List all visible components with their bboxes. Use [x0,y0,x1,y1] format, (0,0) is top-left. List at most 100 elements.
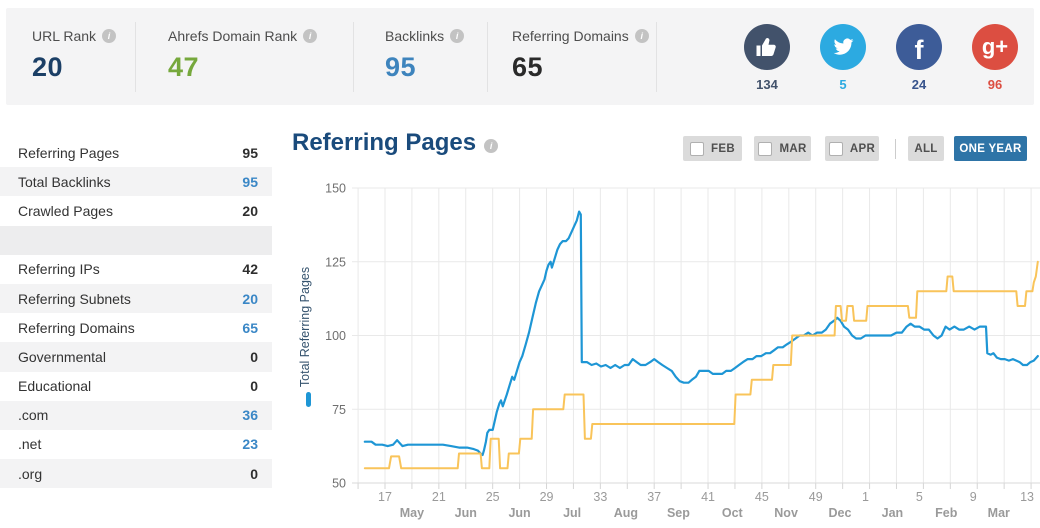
list-item-value[interactable]: 95 [242,173,258,190]
y-axis-title: Total Referring Pages [298,267,312,387]
info-icon[interactable]: i [484,139,499,154]
social-item-facebook: f 24 [894,24,944,92]
x-axis-tick-label: 1 [862,490,869,504]
divider [656,22,657,92]
metrics-topbar: URL Rank i 20 Ahrefs Domain Rank i 47 Backlink… [6,8,1034,105]
social-item-twitter: 5 [818,24,868,92]
x-axis-tick-label: 45 [755,490,769,504]
list-item-crawled-pages: Crawled Pages 20 [0,196,272,226]
thumb-up-icon[interactable] [744,24,790,70]
list-item-value[interactable]: 36 [242,407,258,424]
checkbox-icon[interactable] [690,141,705,156]
social-item-likes: 134 [742,24,792,92]
metric-label-text: Referring Domains [512,28,629,44]
referring-pages-line [363,210,1039,457]
list-item-label: Governmental [18,348,106,365]
x-axis-tick-label: 13 [1020,490,1034,504]
facebook-icon[interactable]: f [896,24,942,70]
list-item-label: .org [18,465,43,482]
googleplus-icon[interactable]: g+ [972,24,1018,70]
list-item-referring-ips: Referring IPs 42 [0,254,272,284]
x-axis-tick-label: 49 [809,490,823,504]
list-item-label: Crawled Pages [18,202,113,219]
social-count: 5 [839,77,847,92]
metric-url-rank: URL Rank i 20 [32,28,117,83]
list-spacer [0,225,272,255]
list-item-com: .com 36 [0,400,272,430]
list-item-value: 42 [242,261,258,278]
x-axis-month-label: Feb [935,506,958,520]
x-axis-tick-label: 25 [486,490,500,504]
metric-value: 20 [32,52,64,82]
list-item-value[interactable]: 23 [242,436,258,453]
metric-label: Ahrefs Domain Rank i [168,28,318,44]
list-item-value[interactable]: 65 [242,319,258,336]
x-axis-month-label: Mar [988,506,1010,520]
metric-label: Referring Domains i [512,28,649,44]
month-filter-label: FEB [711,142,735,155]
legend-marker [306,392,311,407]
chart-header: Referring Pages i [292,129,499,156]
info-icon[interactable]: i [450,29,465,43]
list-item-label: Educational [18,378,92,395]
y-axis-tick-label: 75 [332,403,346,417]
metric-value: 95 [385,52,417,82]
list-item-value: 95 [242,144,258,161]
x-axis-tick-label: 33 [593,490,607,504]
list-item-referring-domains: Referring Domains 65 [0,313,272,343]
month-filter-mar[interactable]: MAR [754,136,811,161]
list-item-label: Total Backlinks [18,173,111,190]
x-axis-tick-label: 17 [378,490,392,504]
month-filter-apr[interactable]: APR [825,136,879,161]
divider [487,22,488,92]
controls-divider [895,138,896,159]
metrics-sidebar: Referring Pages 95 Total Backlinks 95 Crawle… [0,138,272,489]
checkbox-icon[interactable] [758,141,773,156]
x-axis-tick-label: 29 [540,490,554,504]
y-axis-tick-label: 50 [332,477,346,491]
list-item-value: 0 [250,348,258,365]
info-icon[interactable]: i [303,29,318,43]
metric-value: 65 [512,52,544,82]
social-item-googleplus: g+ 96 [970,24,1020,92]
info-icon[interactable]: i [102,29,117,43]
month-filter-label: MAR [779,142,807,155]
list-item-label: Referring Domains [18,319,135,336]
month-filter-feb[interactable]: FEB [683,136,742,161]
list-item-label: Referring Subnets [18,290,131,307]
checkbox-icon[interactable] [828,141,843,156]
metric-label: URL Rank i [32,28,117,44]
metric-label-text: URL Rank [32,28,97,44]
list-item-value: 0 [250,465,258,482]
date-range-controls: FEB MAR APR ALL ONE YEAR [683,136,1027,161]
info-icon[interactable]: i [634,29,649,43]
twitter-icon[interactable] [820,24,866,70]
list-item-value: 20 [242,202,258,219]
y-axis-tick-label: 125 [325,255,346,269]
x-axis-month-label: Jun [508,506,530,520]
referring-pages-chart: 150 125 100 75 50 17 21 25 29 33 37 41 45 49 1 5 9 13 May J… [298,182,1040,520]
x-axis-month-label: Oct [722,506,744,520]
x-axis-tick-label: 5 [916,490,923,504]
social-count: 24 [911,77,927,92]
list-item-value[interactable]: 20 [242,290,258,307]
y-axis-tick-label: 100 [325,329,346,343]
all-range-button[interactable]: ALL [908,136,944,161]
metric-label-text: Ahrefs Domain Rank [168,28,298,44]
divider [135,22,136,92]
metric-backlinks: Backlinks i 95 [385,28,465,83]
x-axis-month-label: Jun [455,506,477,520]
social-counters: 134 5 f 24 g+ 96 [742,24,1020,92]
list-item-referring-subnets: Referring Subnets 20 [0,283,272,314]
y-axis-tick-label: 150 [325,182,346,196]
one-year-range-button[interactable]: ONE YEAR [954,136,1027,161]
googleplus-glyph: g+ [981,34,1009,59]
x-axis-tick-label: 9 [970,490,977,504]
x-axis-month-label: May [400,506,424,520]
secondary-line [363,260,1039,470]
metric-label-text: Backlinks [385,28,445,44]
list-item-governmental: Governmental 0 [0,342,272,372]
month-filter-label: APR [849,142,876,155]
x-axis-tick-label: 21 [432,490,446,504]
